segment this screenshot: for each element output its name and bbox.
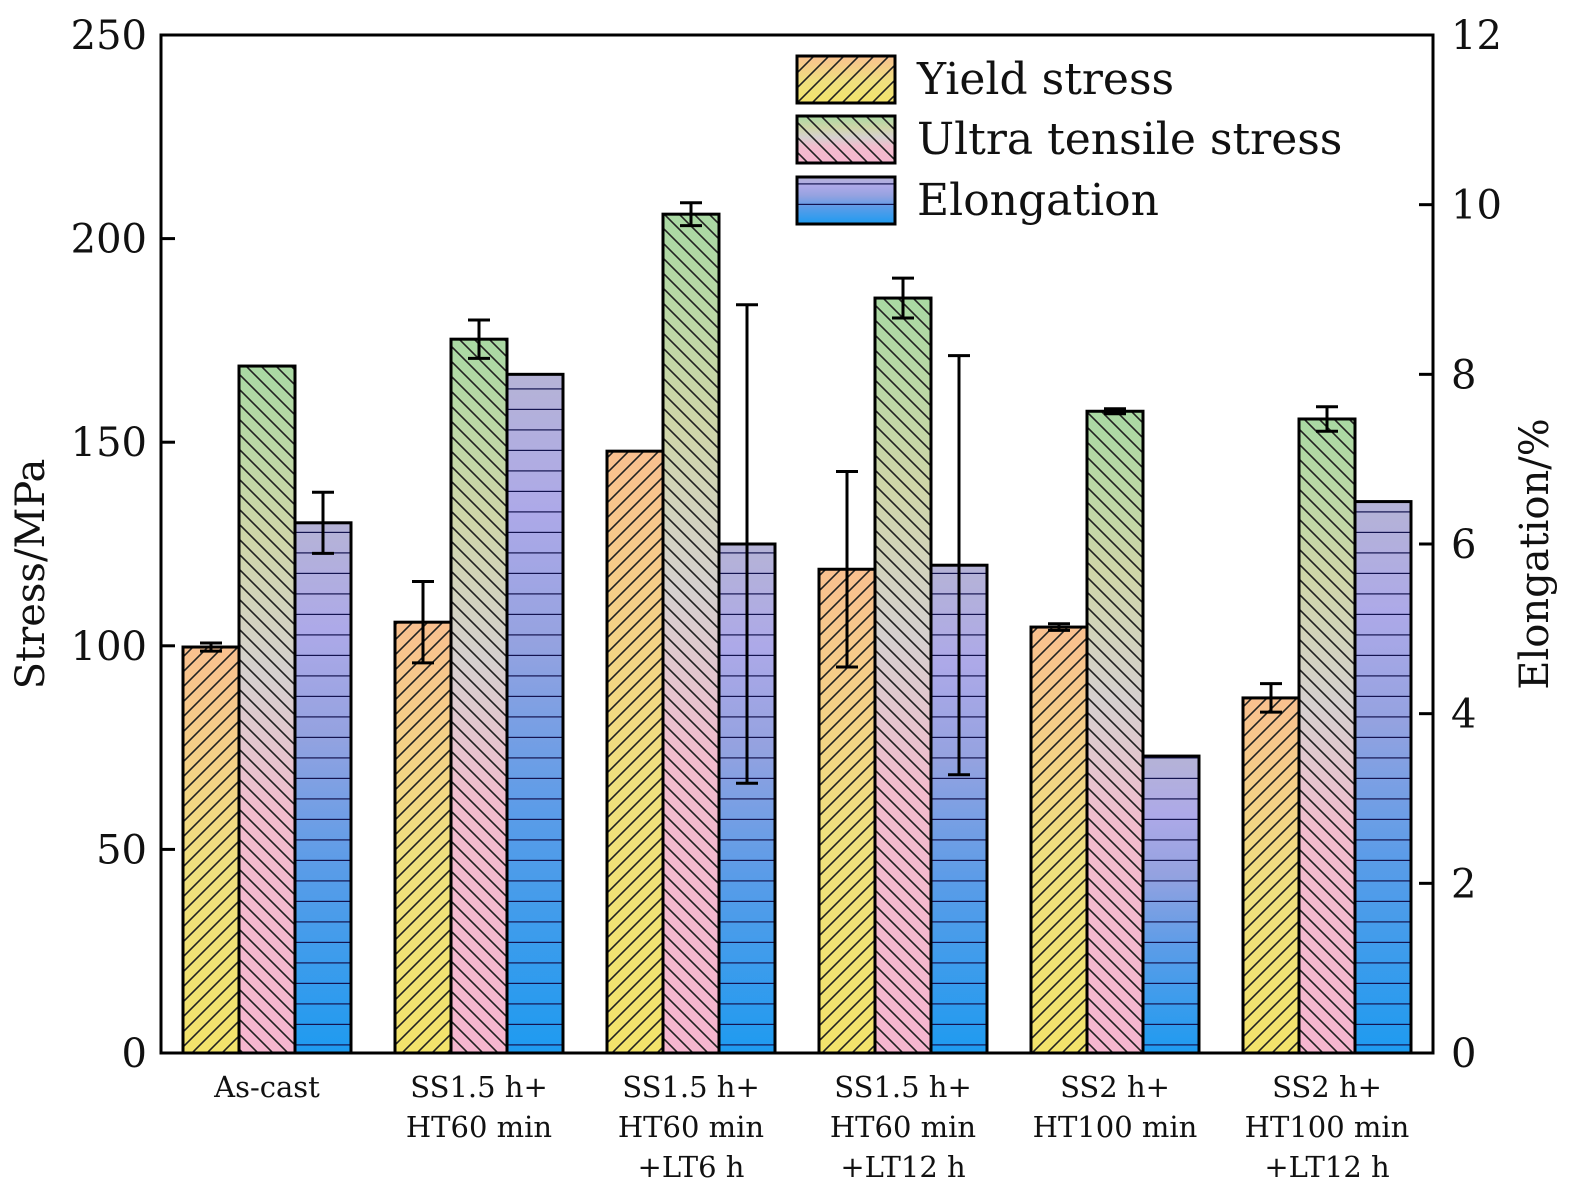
bar-hatch [607, 451, 663, 1053]
bar-elongation [1141, 754, 1201, 1055]
bar-yield-stress [1029, 622, 1089, 1055]
error-bar [200, 641, 222, 653]
bar-hatch [1143, 756, 1199, 1053]
bar-hatch [395, 622, 451, 1053]
bar-hatch [507, 374, 563, 1053]
error-bar [948, 354, 970, 777]
y2-axis-title: Elongation/% [1512, 418, 1558, 689]
bar-hatch [1355, 501, 1411, 1053]
y-tick-label: 150 [71, 420, 147, 466]
x-tick-label: SS1.5 h+ [622, 1070, 760, 1104]
error-bar [836, 470, 858, 669]
bar-ultra-tensile-stress [1297, 405, 1357, 1055]
error-bar [1104, 407, 1126, 416]
bar-hatch [1243, 697, 1299, 1053]
legend-label: Yield stress [916, 54, 1174, 105]
bar-hatch [663, 214, 719, 1054]
legend-swatch-outline [795, 114, 897, 165]
x-tick-label: SS1.5 h+ [834, 1070, 972, 1104]
y2-tick-label: 8 [1451, 352, 1476, 398]
bar-ultra-tensile-stress [873, 276, 933, 1055]
y-tick-label: 50 [96, 827, 147, 873]
y2-tick-label: 2 [1451, 861, 1476, 907]
x-tick-label: HT60 min [830, 1110, 976, 1144]
bar-elongation [293, 490, 353, 1055]
x-tick-label: HT100 min [1245, 1110, 1410, 1144]
y-tick-label: 0 [122, 1031, 147, 1077]
legend-item: Elongation [795, 175, 1159, 226]
legend-item: Yield stress [795, 54, 1174, 105]
bar-ultra-tensile-stress [449, 318, 509, 1055]
x-tick-label: +LT6 h [638, 1150, 745, 1184]
x-tick-label: HT60 min [406, 1110, 552, 1144]
error-bar [736, 303, 758, 785]
x-tick-label: SS2 h+ [1272, 1070, 1382, 1104]
bar-ultra-tensile-stress [237, 364, 297, 1055]
legend: Yield stress Ultra tensile stress Elongati… [795, 54, 1342, 226]
bar-hatch [451, 339, 507, 1053]
x-tick-label: HT100 min [1033, 1110, 1198, 1144]
bar-yield-stress [605, 449, 665, 1055]
legend-label: Elongation [917, 175, 1159, 226]
bar-hatch [295, 522, 351, 1053]
bar-hatch [1087, 411, 1143, 1053]
x-tick-label: SS1.5 h+ [410, 1070, 548, 1104]
y-axis-title: Stress/MPa [8, 459, 54, 690]
error-bar [1048, 622, 1070, 632]
bar-elongation [929, 354, 989, 1055]
y2-tick-label: 4 [1451, 692, 1476, 738]
legend-swatch-hatch [797, 116, 895, 163]
bar-elongation [717, 303, 777, 1055]
bar-hatch [875, 298, 931, 1053]
legend-item: Ultra tensile stress [795, 114, 1342, 165]
error-bar [1316, 405, 1338, 433]
y2-tick-label: 12 [1451, 13, 1502, 59]
bar-hatch [1031, 627, 1087, 1053]
legend-swatch-outline [795, 175, 897, 226]
legend-swatch-hatch [797, 177, 895, 224]
error-bar [1260, 682, 1282, 714]
bar-ultra-tensile-stress [661, 201, 721, 1055]
y-tick-label: 250 [71, 13, 147, 59]
bar-yield-stress [1241, 682, 1301, 1055]
error-bar [412, 579, 434, 665]
error-bar [892, 276, 914, 320]
error-bar [680, 201, 702, 228]
y2-tick-label: 0 [1451, 1031, 1476, 1077]
bar-yield-stress [393, 579, 453, 1055]
bar-elongation [505, 372, 565, 1055]
legend-swatch-hatch [797, 56, 895, 103]
y2-tick-label: 6 [1451, 522, 1476, 568]
bar-hatch [239, 366, 295, 1053]
x-tick-label: +LT12 h [1264, 1150, 1389, 1184]
y-tick-label: 200 [71, 217, 147, 263]
bar-hatch [183, 647, 239, 1053]
bars-layer [181, 201, 1413, 1055]
y2-tick-label: 10 [1451, 183, 1502, 229]
x-tick-label: +LT12 h [840, 1150, 965, 1184]
y-tick-label: 100 [71, 624, 147, 670]
bar-yield-stress [817, 470, 877, 1055]
error-bar [468, 318, 490, 360]
bar-yield-stress [181, 641, 241, 1055]
x-tick-label: HT60 min [618, 1110, 764, 1144]
legend-label: Ultra tensile stress [917, 114, 1342, 165]
legend-swatch-outline [795, 54, 897, 105]
bar-elongation [1353, 500, 1413, 1055]
x-tick-label: SS2 h+ [1060, 1070, 1170, 1104]
error-bar [312, 490, 334, 555]
bar-ultra-tensile-stress [1085, 407, 1145, 1055]
x-tick-label: As-cast [213, 1070, 320, 1104]
bar-hatch [1299, 418, 1355, 1053]
axes-layer: 0 50 100 150 200 250 0 2 4 6 8 10 12 Stress/MPa Elonga… [8, 13, 1558, 1184]
